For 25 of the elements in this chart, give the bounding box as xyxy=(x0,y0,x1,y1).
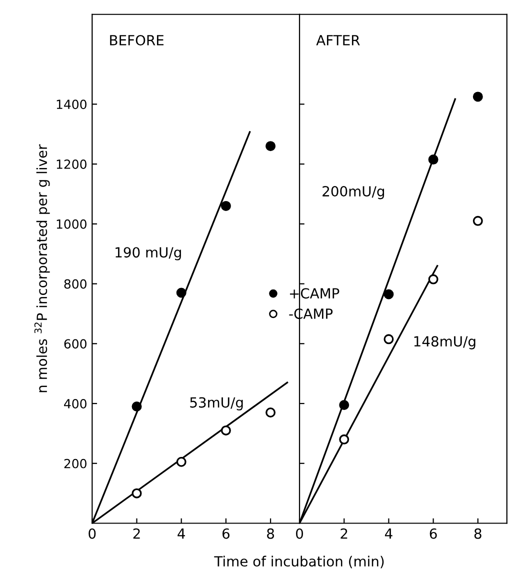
y-tick-label: 1200 xyxy=(56,160,86,169)
annotation: BEFORE xyxy=(110,34,164,46)
x-tick-label: 0 xyxy=(88,528,96,539)
y-tick-label: 800 xyxy=(64,279,86,289)
x-tick-label: 8 xyxy=(474,528,482,539)
y-tick-label: 200 xyxy=(64,458,86,468)
x-tick-label: 2 xyxy=(340,528,348,539)
x-tick-label: 4 xyxy=(384,528,392,539)
x-tick-label: 0 xyxy=(296,528,304,539)
x-axis-title: Time of incubation (min) xyxy=(214,556,384,568)
x-tick-label: 6 xyxy=(222,528,230,539)
x-tick-label: 6 xyxy=(430,528,437,539)
annotation: AFTER xyxy=(316,35,360,46)
annotation: 200mU/g xyxy=(322,186,384,200)
y-tick-label: 1400 xyxy=(56,100,86,110)
y-tick-label: 600 xyxy=(64,339,86,349)
x-tick-label: 4 xyxy=(178,528,185,539)
annotation: 53mU/g xyxy=(190,397,243,410)
y-tick-label: 1000 xyxy=(56,219,86,229)
x-tick-label: 8 xyxy=(267,528,274,539)
annotation: 190 mU/g xyxy=(116,247,181,260)
x-tick-label: 2 xyxy=(133,528,140,539)
y-tick-label: 400 xyxy=(64,398,86,408)
y-axis-title: n moles $^{32}$P incorporated per g liver xyxy=(34,144,50,392)
annotation: 148mU/g xyxy=(414,336,476,350)
